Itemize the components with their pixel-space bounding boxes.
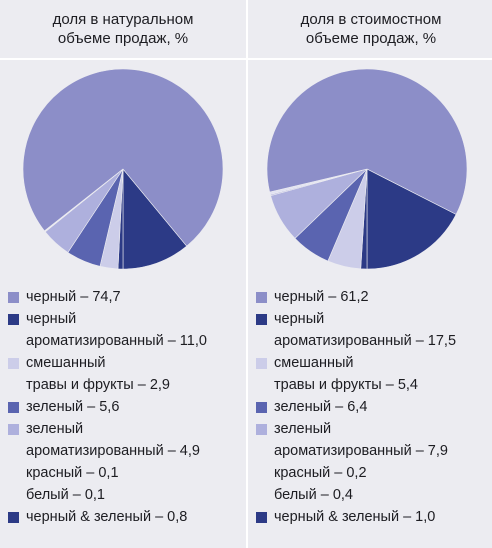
legend-volume: черный – 74,7 черный ароматизированный – 1…	[0, 286, 246, 528]
legend-swatch	[256, 512, 267, 523]
legend-item: красный – 0,1	[0, 462, 246, 484]
legend-label: зеленый – 6,4	[274, 399, 368, 415]
legend-item: зеленый ароматизированный – 7,9	[248, 418, 492, 462]
legend-item: черный & зеленый – 0,8	[0, 506, 246, 528]
legend-swatch	[256, 424, 267, 435]
legend-label: черный & зеленый – 1,0	[274, 509, 436, 525]
legend-swatch	[8, 292, 19, 303]
column-divider	[246, 0, 248, 548]
legend-value: черный – 61,2 черный ароматизированный – 1…	[248, 286, 492, 528]
legend-item: красный – 0,2	[248, 462, 492, 484]
panel-header: доля в стоимостном объеме продаж, %	[248, 10, 492, 48]
legend-swatch	[256, 402, 267, 413]
legend-label: смешанный	[274, 355, 354, 371]
pie-slice-черный-ароматизированный	[366, 168, 457, 270]
legend-label: белый – 0,1	[26, 487, 105, 503]
legend-label: черный & зеленый – 0,8	[26, 509, 188, 525]
legend-swatch	[8, 512, 19, 523]
legend-item: черный ароматизированный – 17,5	[248, 308, 492, 352]
panel-header: доля в натуральном объеме продаж, %	[0, 10, 246, 48]
legend-label: ароматизированный – 4,9	[26, 443, 200, 459]
legend-swatch	[8, 402, 19, 413]
legend-item: черный – 61,2	[248, 286, 492, 308]
header-line-1: доля в стоимостном	[300, 11, 442, 28]
legend-item: зеленый – 5,6	[0, 396, 246, 418]
legend-label: травы и фрукты – 5,4	[274, 377, 418, 393]
header-divider	[0, 58, 492, 60]
legend-item: зеленый ароматизированный – 4,9	[0, 418, 246, 462]
legend-label: зеленый – 5,6	[26, 399, 120, 415]
header-line-2: объеме продаж, %	[57, 30, 189, 47]
legend-item: черный ароматизированный – 11,0	[0, 308, 246, 352]
panel-value: доля в стоимостном объеме продаж, % черн…	[248, 0, 492, 548]
legend-swatch	[256, 358, 267, 369]
panel-volume: доля в натуральном объеме продаж, % черн…	[0, 10, 246, 528]
pie-slice-черный	[266, 68, 468, 215]
legend-label: зеленый	[274, 421, 332, 437]
legend-label: ароматизированный – 11,0	[26, 333, 207, 349]
pie-slice-черный	[22, 68, 224, 247]
legend-label: черный	[274, 311, 325, 327]
legend-label: черный – 61,2	[274, 289, 369, 305]
legend-item: белый – 0,1	[0, 484, 246, 506]
legend-label: ароматизированный – 7,9	[274, 443, 448, 459]
header-line-1: доля в натуральном	[52, 11, 194, 28]
legend-label: зеленый	[26, 421, 84, 437]
pie-chart-volume	[22, 68, 224, 270]
legend-label: смешанный	[26, 355, 106, 371]
legend-swatch	[8, 424, 19, 435]
legend-swatch	[8, 314, 19, 325]
legend-item: черный & зеленый – 1,0	[248, 506, 492, 528]
pie-chart-value	[266, 68, 468, 270]
legend-label: черный – 74,7	[26, 289, 121, 305]
legend-label: белый – 0,4	[274, 487, 353, 503]
legend-swatch	[8, 358, 19, 369]
legend-item: черный – 74,7	[0, 286, 246, 308]
legend-label: красный – 0,2	[274, 465, 367, 481]
legend-item: смешанный травы и фрукты – 2,9	[0, 352, 246, 396]
legend-label: красный – 0,1	[26, 465, 119, 481]
pie-slice-черный-ароматизированный	[122, 168, 188, 270]
legend-label: ароматизированный – 17,5	[274, 333, 457, 349]
legend-item: зеленый – 6,4	[248, 396, 492, 418]
legend-swatch	[256, 314, 267, 325]
header-line-2: объеме продаж, %	[305, 30, 437, 47]
legend-item: смешанный травы и фрукты – 5,4	[248, 352, 492, 396]
legend-swatch	[256, 292, 267, 303]
legend-label: травы и фрукты – 2,9	[26, 377, 170, 393]
legend-label: черный	[26, 311, 77, 327]
legend-item: белый – 0,4	[248, 484, 492, 506]
